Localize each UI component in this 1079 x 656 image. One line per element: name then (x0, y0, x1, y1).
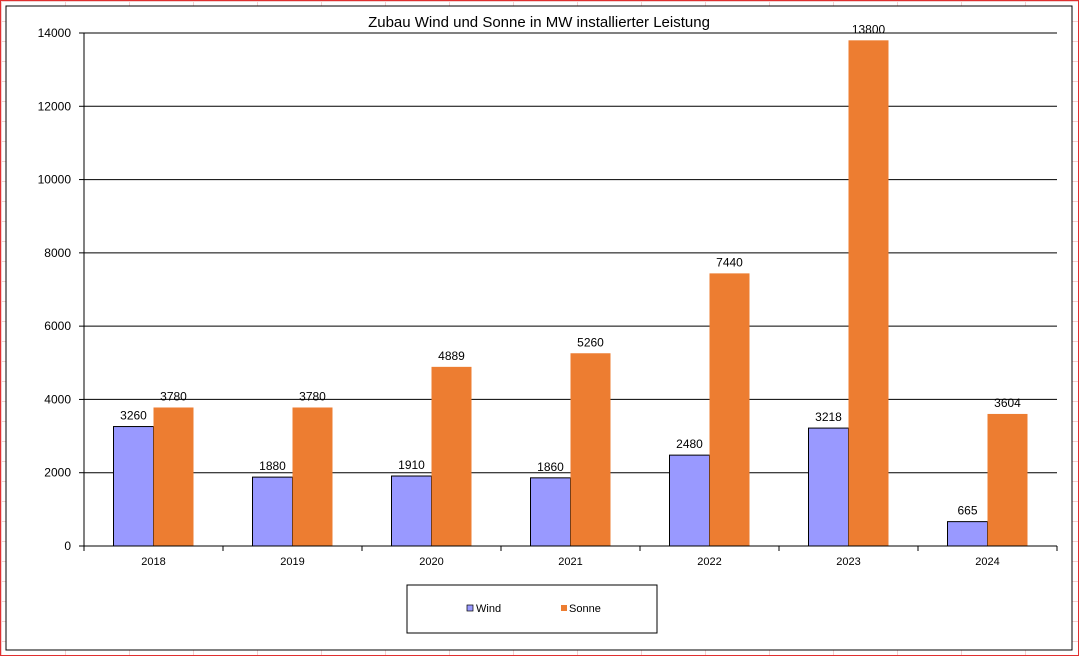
bar-sonne-2021 (570, 353, 611, 546)
legend-label-wind: Wind (476, 603, 501, 615)
y-tick-label: 2000 (44, 466, 71, 480)
data-label: 1860 (537, 460, 564, 474)
legend: Wind Sonne (406, 584, 658, 634)
data-label: 3780 (160, 389, 187, 403)
x-tick-label: 2022 (697, 556, 721, 568)
x-tick-label: 2021 (558, 556, 582, 568)
bar-wind-2020 (391, 475, 432, 547)
data-label: 1910 (398, 458, 425, 472)
y-tick-label: 10000 (38, 173, 72, 187)
bar-wind-2024 (947, 521, 988, 547)
data-label: 13800 (852, 22, 886, 36)
data-label: 665 (957, 504, 977, 518)
bar-wind-2022 (669, 454, 710, 547)
y-tick-label: 12000 (38, 99, 72, 113)
data-label: 3260 (120, 409, 147, 423)
data-label: 7440 (716, 255, 743, 269)
legend-label-sonne: Sonne (569, 603, 601, 615)
bar-wind-2019 (252, 476, 293, 547)
bar-wind-2023 (808, 427, 849, 547)
bar-sonne-2023 (848, 40, 889, 546)
y-tick-label: 0 (64, 539, 71, 553)
chart-title: Zubau Wind und Sonne in MW installierter… (368, 14, 710, 31)
bar-sonne-2019 (292, 407, 333, 546)
data-label: 3604 (994, 396, 1021, 410)
bar-sonne-2024 (987, 413, 1028, 546)
data-label: 3780 (299, 389, 326, 403)
x-tick-label: 2023 (836, 556, 860, 568)
y-tick-label: 4000 (44, 392, 71, 406)
data-label: 4889 (438, 349, 465, 363)
data-label: 2480 (676, 437, 703, 451)
bar-wind-2018 (113, 426, 154, 547)
data-label: 3218 (815, 410, 842, 424)
legend-swatch-wind (466, 604, 474, 612)
x-tick-label: 2019 (280, 556, 304, 568)
x-tick-label: 2018 (141, 556, 165, 568)
bar-wind-2021 (530, 477, 571, 547)
x-tick-label: 2024 (975, 556, 999, 568)
data-label: 5260 (577, 335, 604, 349)
bar-sonne-2020 (431, 366, 472, 546)
data-label: 1880 (259, 459, 286, 473)
bar-sonne-2018 (153, 407, 194, 546)
legend-box (406, 584, 658, 634)
chart-area (5, 5, 1073, 651)
y-tick-label: 14000 (38, 26, 72, 40)
legend-swatch-sonne (561, 605, 567, 611)
bar-sonne-2022 (709, 273, 750, 546)
y-tick-label: 8000 (44, 246, 71, 260)
y-tick-label: 6000 (44, 319, 71, 333)
x-tick-label: 2020 (419, 556, 443, 568)
